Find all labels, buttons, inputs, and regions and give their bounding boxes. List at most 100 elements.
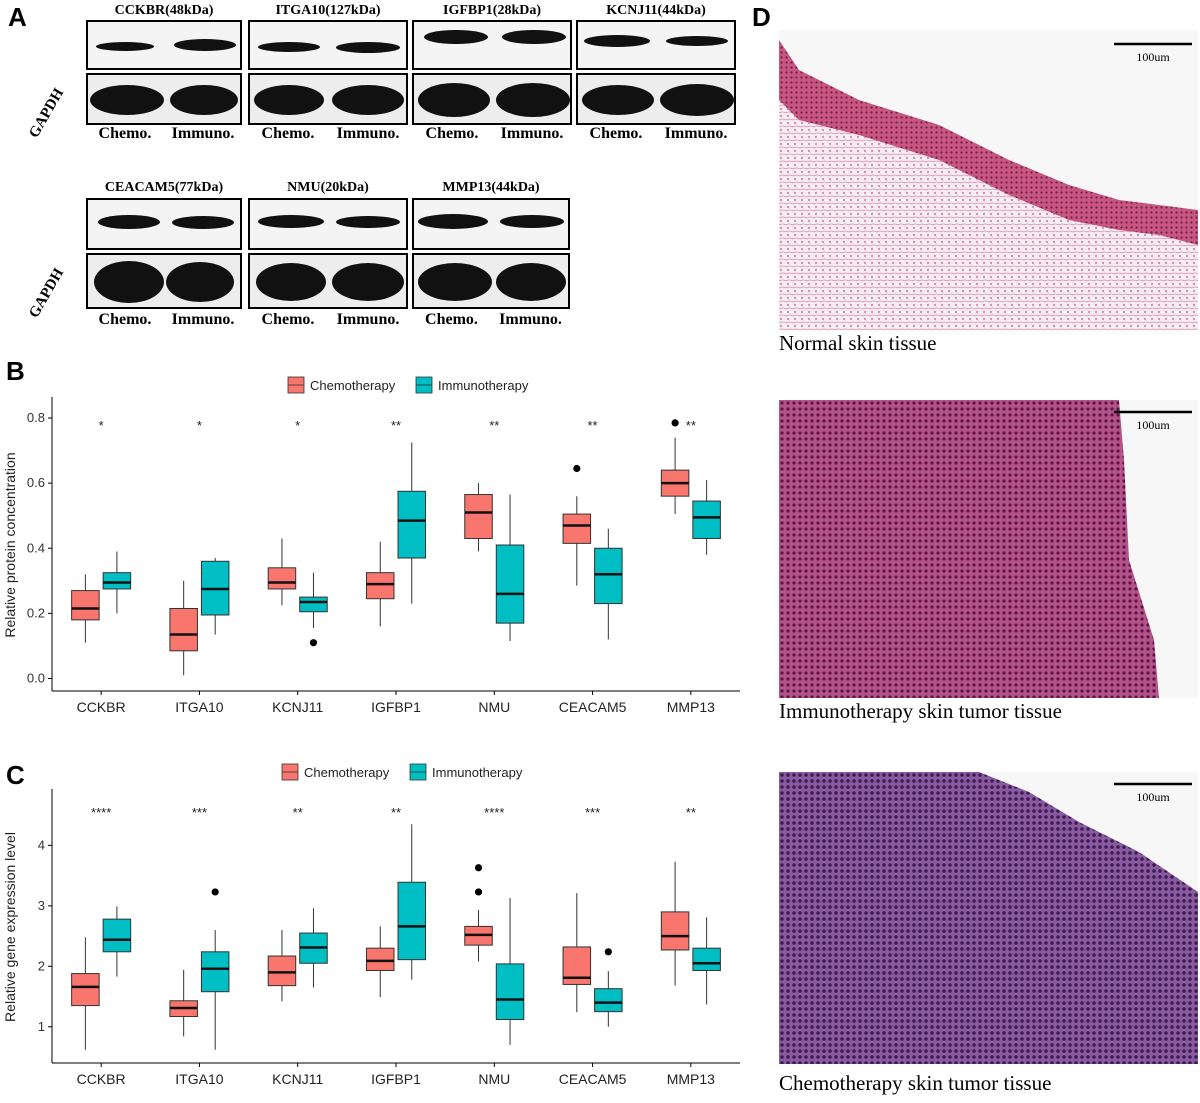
box-immunotherapy-kcnj11: [299, 572, 328, 647]
box-body: [562, 513, 592, 544]
lane-label-chemo: Chemo.: [261, 125, 315, 142]
box-body: [365, 572, 395, 600]
blot-itga10: [248, 20, 408, 70]
box-chemotherapy-cckbr: [71, 574, 100, 643]
blot-gapdh-mmp13: [412, 253, 570, 309]
box-body: [594, 988, 623, 1013]
significance-label: ****: [91, 805, 111, 820]
blot-title-ceacam5: CEACAM5(77kDa): [104, 180, 224, 195]
significance-label: ***: [585, 805, 600, 820]
y-tick-label: 0.0: [27, 670, 45, 685]
blot-kcnj11: [576, 20, 736, 70]
legend-label: Chemotherapy: [310, 378, 396, 393]
blot-nmu: [248, 198, 408, 250]
blot-mmp13: [412, 198, 570, 250]
significance-label: *: [99, 418, 104, 433]
band: [256, 263, 326, 301]
lane-label-immuno: Immuno.: [499, 311, 562, 328]
box-body: [495, 963, 525, 1021]
significance-label: **: [293, 805, 303, 820]
x-tick-label: CCKBR: [77, 699, 126, 715]
lane-label-immuno: Immuno.: [664, 125, 728, 142]
x-tick-label: NMU: [478, 1071, 510, 1087]
box-body: [299, 596, 328, 613]
band: [170, 85, 238, 115]
outlier-point: [474, 864, 483, 872]
box-chemotherapy-ceacam5: [562, 893, 592, 1013]
significance-label: **: [588, 418, 598, 433]
y-tick-label: 2: [38, 958, 45, 973]
y-tick-label: 3: [38, 898, 45, 913]
box-body: [267, 567, 297, 590]
panel-label-b: B: [6, 356, 25, 386]
box-chemotherapy-nmu: [464, 864, 493, 962]
band: [496, 263, 566, 301]
box-body: [71, 973, 100, 1007]
box-immunotherapy-ceacam5: [594, 528, 623, 640]
blot-ceacam5: [86, 198, 242, 250]
band: [660, 84, 734, 116]
band: [336, 216, 400, 228]
y-axis-label: Relative protein concentration: [2, 452, 18, 637]
box-body: [267, 955, 297, 987]
lane-label-chemo: Chemo.: [425, 311, 478, 328]
band: [96, 42, 154, 51]
blot-gapdh-cckbr: [86, 73, 242, 125]
panel-label-a: A: [8, 2, 27, 32]
box-immunotherapy-mmp13: [692, 479, 721, 555]
x-tick-label: ITGA10: [175, 1071, 223, 1087]
box-chemotherapy-igfbp1: [365, 926, 395, 998]
gapdh-label-row2: GAPDH: [26, 265, 68, 321]
blot-title-nmu: NMU(20kDa): [287, 180, 369, 195]
lane-label-chemo: Chemo.: [425, 125, 479, 142]
band: [582, 85, 654, 115]
scale-bar: 100um: [1114, 782, 1192, 804]
y-tick-label: 4: [38, 837, 45, 852]
band: [418, 263, 492, 301]
outlier-point: [604, 948, 612, 956]
box-immunotherapy-mmp13: [692, 917, 721, 1005]
band: [172, 216, 234, 229]
band: [98, 215, 160, 229]
box-chemotherapy-itga10: [169, 580, 198, 676]
band: [258, 42, 320, 52]
histology-chemotherapy-tumor: [779, 772, 1198, 1064]
box-body: [169, 607, 198, 652]
box-body: [692, 947, 721, 972]
lane-label-chemo: Chemo.: [98, 125, 152, 142]
scale-bar-label: 100um: [1136, 790, 1170, 804]
x-tick-label: CEACAM5: [559, 699, 627, 715]
lane-label-immuno: Immuno.: [336, 125, 400, 142]
blot-gapdh-igfbp1: [412, 73, 572, 125]
x-tick-label: MMP13: [667, 1071, 715, 1087]
box-immunotherapy-cckbr: [102, 551, 132, 614]
box-body: [692, 500, 721, 539]
box-chemotherapy-igfbp1: [365, 541, 395, 627]
box-immunotherapy-nmu: [495, 897, 525, 1045]
outlier-point: [309, 639, 318, 647]
histology-normal-skin: [779, 30, 1198, 330]
band: [418, 83, 490, 117]
x-tick-label: CCKBR: [77, 1071, 126, 1087]
x-tick-label: NMU: [478, 699, 510, 715]
gapdh-label-row1: GAPDH: [26, 85, 68, 141]
band: [496, 83, 570, 117]
box-immunotherapy-igfbp1: [397, 824, 427, 980]
band: [94, 261, 164, 303]
band: [584, 35, 650, 47]
y-tick-label: 0.2: [27, 605, 45, 620]
outlier-point: [211, 888, 219, 896]
y-tick-label: 0.6: [27, 475, 45, 490]
band: [418, 214, 488, 229]
box-immunotherapy-ceacam5: [594, 948, 623, 1027]
panel-label-c: C: [6, 760, 25, 790]
blot-gapdh-kcnj11: [576, 73, 736, 125]
x-tick-label: ITGA10: [175, 699, 223, 715]
box-body: [397, 881, 427, 961]
lane-label-chemo: Chemo.: [589, 125, 643, 142]
box-immunotherapy-igfbp1: [397, 442, 427, 604]
gene-expression-boxplot: Chemotherapy Immunotherapy 1 2 3 4 Relative ge…: [2, 763, 740, 1087]
blot-title-cckbr: CCKBR(48kDa): [114, 3, 214, 18]
blot-gapdh-ceacam5: [86, 253, 242, 309]
lane-label-immuno: Immuno.: [171, 311, 235, 328]
